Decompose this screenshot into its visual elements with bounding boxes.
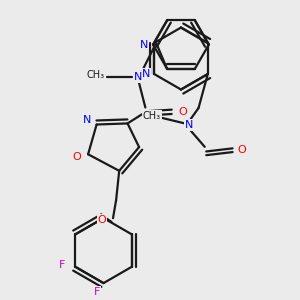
Text: N: N — [142, 69, 151, 79]
Text: N: N — [134, 72, 142, 82]
Text: CH₃: CH₃ — [143, 111, 161, 121]
Text: N: N — [140, 40, 148, 50]
Text: O: O — [98, 215, 106, 225]
Text: O: O — [73, 152, 82, 162]
Text: O: O — [238, 145, 246, 155]
Text: N: N — [83, 115, 92, 125]
Text: F: F — [94, 287, 101, 297]
Text: O: O — [178, 107, 187, 117]
Text: F: F — [59, 260, 65, 270]
Text: N: N — [185, 120, 194, 130]
Text: CH₃: CH₃ — [87, 70, 105, 80]
